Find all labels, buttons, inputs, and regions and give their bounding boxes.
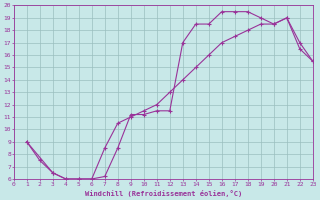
X-axis label: Windchill (Refroidissement éolien,°C): Windchill (Refroidissement éolien,°C) — [84, 190, 242, 197]
